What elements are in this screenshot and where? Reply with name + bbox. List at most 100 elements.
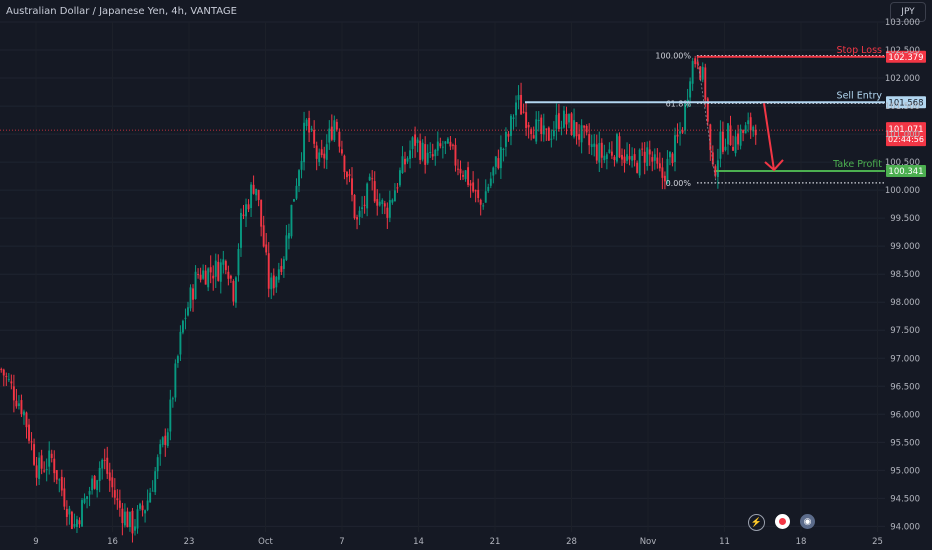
candle-body	[406, 158, 409, 162]
currency-button[interactable]: JPY	[890, 2, 926, 22]
candle-body	[449, 141, 452, 147]
candle-body	[378, 201, 381, 206]
candle-body	[454, 144, 457, 166]
candle-body	[171, 398, 174, 400]
candle-body	[570, 113, 573, 135]
candle-body	[482, 205, 485, 207]
candle-body	[424, 144, 427, 165]
candle-body	[520, 94, 523, 115]
candle-body	[588, 134, 591, 146]
candle-body	[376, 199, 379, 206]
candle-body	[668, 151, 671, 158]
candle-body	[568, 114, 570, 123]
candle-body	[373, 181, 376, 202]
sell-entry-label: Sell Entry	[837, 90, 883, 101]
candle-body	[467, 167, 470, 185]
candle-body	[113, 490, 116, 498]
current-price-tag	[886, 122, 926, 147]
candle-body	[287, 232, 290, 239]
candle-body	[436, 141, 439, 151]
candle-body	[76, 519, 78, 528]
sell-entry-price-text: 101.568	[888, 98, 923, 108]
candle-body	[48, 450, 51, 467]
y-tick-label: 103.000	[885, 18, 920, 28]
candle-body	[320, 149, 323, 156]
candle-body	[250, 184, 253, 209]
candle-body	[446, 138, 449, 144]
candle-body	[156, 457, 159, 472]
candle-body	[53, 458, 56, 474]
x-tick-label: 25	[872, 537, 883, 547]
symbol-title: Australian Dollar / Japanese Yen, 4h, VA…	[6, 6, 237, 17]
candle-body	[323, 153, 326, 159]
x-tick-label: 9	[33, 537, 38, 547]
candle-body	[144, 510, 147, 514]
candle-body	[63, 488, 66, 507]
candle-body	[555, 114, 558, 129]
candle-body	[613, 156, 616, 161]
candle-body	[742, 130, 745, 133]
candle-body	[441, 146, 444, 148]
candle-body	[166, 432, 169, 446]
candle-body	[603, 155, 606, 161]
candle-body	[212, 275, 215, 279]
candle-body	[68, 508, 71, 515]
candle-body	[17, 403, 20, 406]
candle-body	[12, 386, 15, 401]
candle-body	[507, 133, 510, 137]
candle-body	[96, 480, 99, 491]
candle-body	[293, 199, 295, 202]
candle-body	[123, 511, 126, 526]
candle-body	[338, 131, 341, 147]
candle-body	[280, 266, 283, 272]
candle-body	[343, 155, 346, 172]
x-tick-label: 16	[107, 537, 118, 547]
candle-body	[608, 149, 611, 153]
candle-body	[716, 160, 719, 177]
candle-body	[73, 523, 76, 527]
candle-body	[194, 271, 197, 300]
candle-body	[298, 170, 300, 186]
current-price-text: 101.071	[888, 125, 923, 135]
candle-body	[28, 424, 30, 441]
candle-body	[729, 125, 732, 146]
candle-body	[631, 155, 634, 161]
candle-body	[618, 136, 621, 158]
candle-body	[537, 119, 540, 121]
candle-body	[179, 331, 182, 355]
record-icon[interactable]	[775, 514, 790, 529]
candle-body	[689, 81, 692, 98]
candle-body	[176, 356, 179, 363]
y-tick-label: 101.500	[885, 102, 920, 112]
lightning-icon[interactable]: ⚡	[748, 514, 765, 531]
candle-body	[78, 520, 81, 525]
candle-body	[721, 131, 724, 152]
candle-body	[737, 133, 740, 145]
candle-body	[666, 158, 669, 184]
candle-body	[474, 190, 477, 192]
candle-body	[641, 148, 644, 150]
candle-body	[719, 131, 722, 159]
candle-body	[734, 136, 737, 154]
x-tick-label: Nov	[640, 537, 657, 547]
candle-body	[383, 203, 386, 207]
y-tick-label: 98.500	[890, 270, 920, 280]
candle-body	[557, 113, 560, 130]
candle-body	[351, 178, 353, 195]
candle-body	[255, 188, 258, 196]
candle-body	[563, 110, 565, 128]
globe-icon[interactable]: ◉	[800, 514, 815, 529]
candle-body	[694, 58, 697, 65]
candle-body	[131, 510, 134, 534]
candle-body	[2, 369, 5, 376]
candle-body	[209, 267, 212, 273]
candle-body	[330, 126, 333, 140]
candle-body	[398, 170, 401, 186]
x-tick-label: 21	[490, 537, 501, 547]
arrow-head-icon	[764, 159, 784, 172]
candle-body	[227, 271, 230, 279]
take-profit-price-tag	[886, 165, 926, 178]
candle-body	[275, 277, 278, 288]
candle-body	[696, 61, 699, 65]
